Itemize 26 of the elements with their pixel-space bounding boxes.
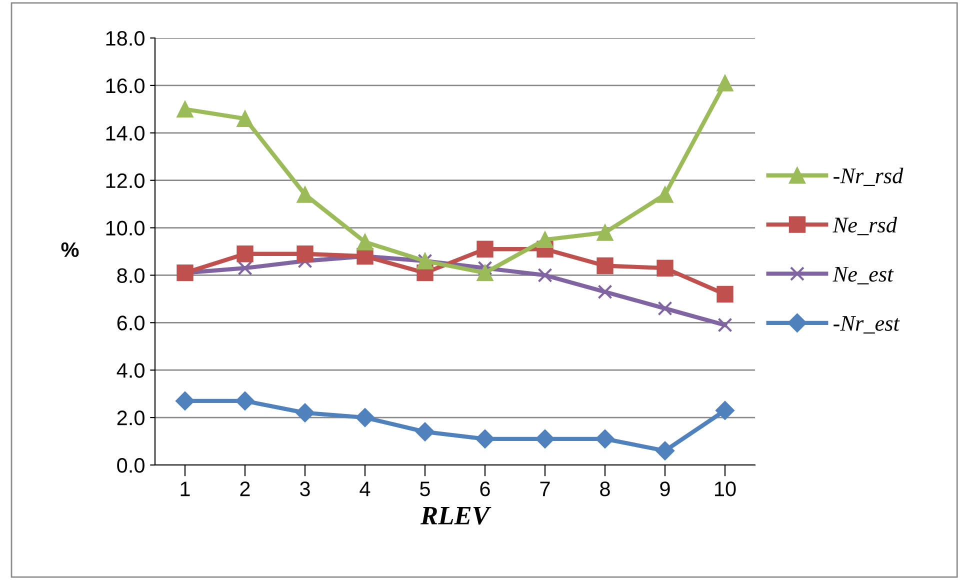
x-tick-label: 7: [540, 482, 550, 496]
y-tick-label: 10.0: [106, 220, 144, 236]
x-tick-label: 3: [300, 482, 310, 496]
x-axis-title: RLEV: [420, 506, 492, 525]
x-tick-label: 4: [360, 482, 370, 496]
x-tick-label: 10: [715, 482, 736, 496]
x-tick-label: 5: [420, 482, 430, 496]
legend-label: Ne_est: [832, 266, 894, 284]
legend-label: Ne_rsd: [832, 216, 898, 236]
legend-label: -Nr_rsd: [834, 168, 904, 186]
y-tick-label: 0.0: [117, 458, 144, 473]
x-tick-label: 6: [480, 482, 490, 496]
x-tick-label: 1: [180, 482, 190, 496]
x-tick-label: 8: [600, 482, 610, 496]
y-tick-label: 14.0: [106, 126, 144, 141]
y-tick-label: 4.0: [116, 363, 144, 378]
y-tick-label: 8.0: [117, 268, 144, 283]
y-tick-label: 6.0: [117, 316, 144, 330]
y-tick-label: 2.0: [117, 410, 144, 426]
y-tick-label: 18.0: [106, 31, 144, 46]
y-tick-label: 16.0: [106, 78, 144, 94]
x-tick-label: 9: [660, 482, 670, 496]
y-tick-label: 12.0: [106, 173, 144, 188]
legend-label: -Nr_est: [834, 316, 900, 334]
y-axis-title: %: [61, 242, 79, 258]
x-tick-label: 2: [240, 482, 250, 496]
